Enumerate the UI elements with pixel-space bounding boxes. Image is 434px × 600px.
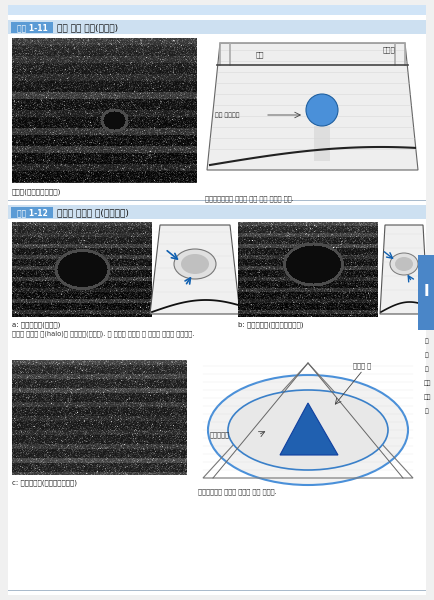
Bar [8,200,426,201]
Bar [8,205,426,219]
Text: 판독: 판독 [423,394,431,400]
Text: 경계부 저에코 피(간세포암): 경계부 저에코 피(간세포암) [57,208,129,217]
Text: 경계부 저에코 피(halo)가 나타난다(화살표). 이 경계부 저에코 피 부분은 섬유성 피막이다.: 경계부 저에코 피(halo)가 나타난다(화살표). 이 경계부 저에코 피 … [12,330,194,337]
Circle shape [306,94,338,126]
Text: 간: 간 [425,338,429,344]
Text: 후방 에코 증강(간낙포): 후방 에코 증강(간낙포) [57,23,118,32]
Ellipse shape [208,375,408,485]
Text: 간장: 간장 [256,52,264,58]
Bar [8,20,426,34]
Bar [8,5,426,15]
Text: 간세포 암: 간세포 암 [353,362,371,370]
Polygon shape [207,43,418,170]
Ellipse shape [390,253,418,275]
Ellipse shape [395,257,413,271]
Polygon shape [150,225,240,314]
Text: 섬유성피막이 경계부 저에코 따로 보인다.: 섬유성피막이 경계부 저에코 따로 보인다. [198,488,276,494]
Text: 간낙포무에코의 뒤쪽에 후방 에코 증강이 있다.: 간낙포무에코의 뒤쪽에 후방 에코 증강이 있다. [205,195,294,202]
Bar [418,255,434,330]
Text: 법: 법 [425,408,429,413]
Text: 도: 도 [425,366,429,371]
Text: 후방 에코증강: 후방 에코증강 [215,112,240,118]
Text: a: 복부초음파(정주사): a: 복부초음파(정주사) [12,321,60,328]
Polygon shape [380,225,428,314]
Text: 그림 1-11: 그림 1-11 [16,23,47,32]
Ellipse shape [228,390,388,470]
FancyBboxPatch shape [11,22,53,32]
Text: 섬유성피막: 섬유성피막 [210,431,230,439]
Ellipse shape [174,249,216,279]
Text: 간낙포: 간낙포 [382,47,395,53]
Text: I: I [423,284,429,299]
Text: 점량: 점량 [423,380,431,386]
Text: 그림 1-12: 그림 1-12 [16,208,47,217]
Text: c: 복부초음파(우놥공간하주사): c: 복부초음파(우놥공간하주사) [12,479,77,485]
Bar [314,126,330,161]
Text: 초음파(우놥공간하주사): 초음파(우놥공간하주사) [12,188,61,194]
Ellipse shape [181,254,209,274]
Polygon shape [280,403,338,455]
FancyBboxPatch shape [11,206,53,217]
Text: b: 복부초음파(우놥공간하주사): b: 복부초음파(우놥공간하주사) [238,321,303,328]
Text: 담: 담 [425,352,429,358]
Bar [8,590,426,591]
